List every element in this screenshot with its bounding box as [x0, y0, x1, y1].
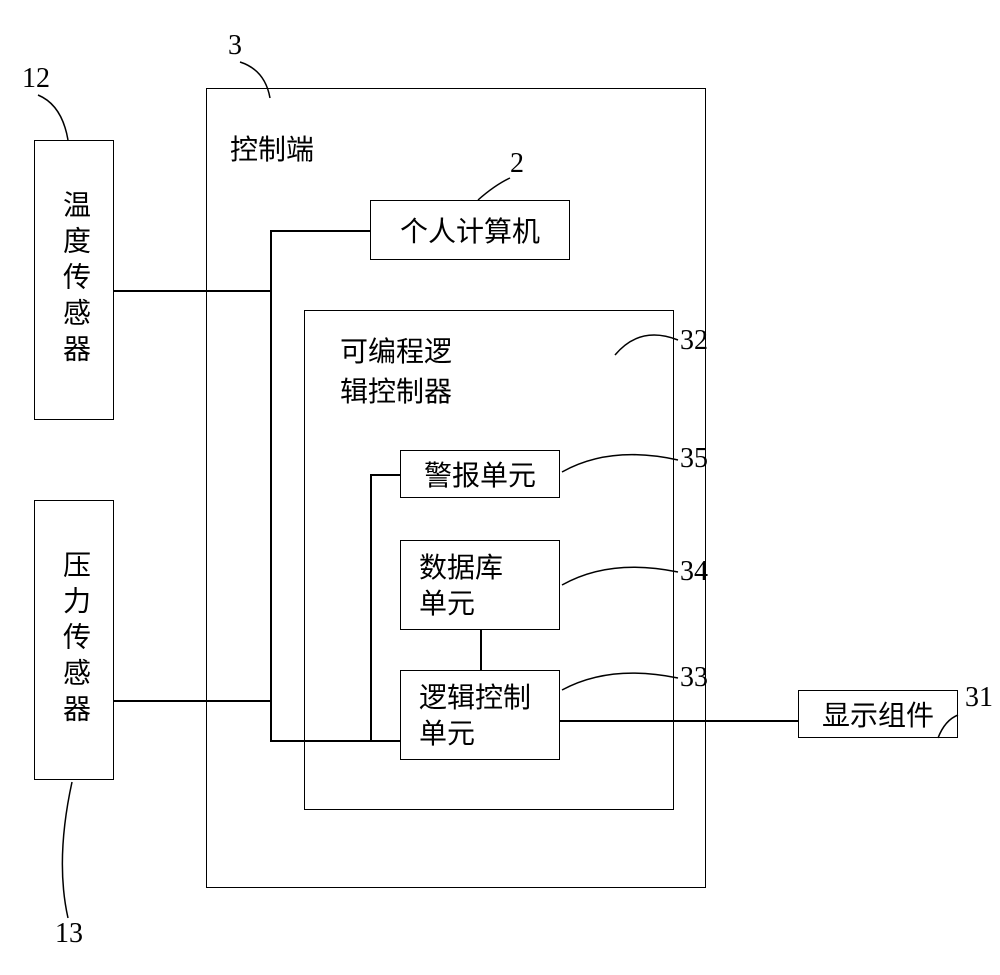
ref-33: 33: [680, 662, 708, 694]
ref-35: 35: [680, 443, 708, 475]
ref-2: 2: [510, 148, 524, 180]
ref-34: 34: [680, 556, 708, 588]
ref-32: 32: [680, 325, 708, 357]
ref-31: 31: [965, 682, 993, 714]
leader-3: [0, 0, 1000, 975]
ref-12: 12: [22, 63, 50, 95]
ref-13: 13: [55, 918, 83, 950]
ref-3: 3: [228, 30, 242, 62]
